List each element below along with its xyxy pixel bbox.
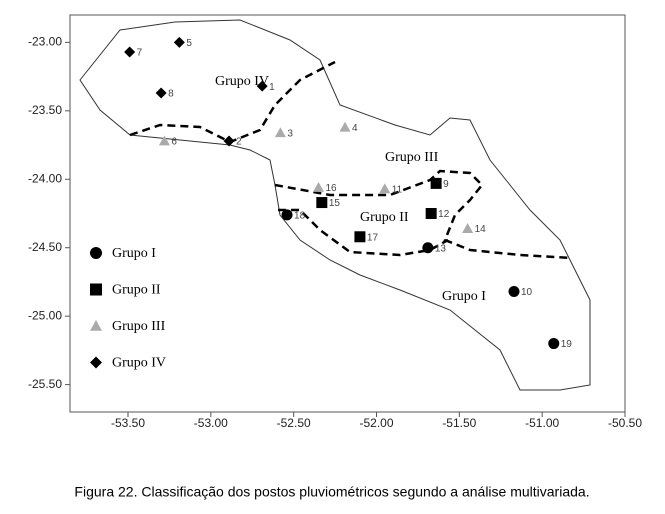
point-label: 15 [329,198,341,209]
point [223,135,235,147]
point [430,177,442,189]
plot-frame [69,14,626,413]
x-tick-label: -53.00 [194,416,228,430]
point [508,286,520,298]
point-label: 16 [326,183,338,194]
legend-marker [90,283,102,296]
x-tick-label: -51.50 [442,416,476,430]
basin-outline [79,19,591,391]
boundary-line [129,60,336,144]
point-label: 6 [171,137,177,148]
boundary-line [274,169,573,260]
y-tick-label: -24.00 [28,171,62,185]
x-tick-label: -51.00 [525,416,559,430]
point-label: 4 [352,123,358,134]
point-label: 12 [438,209,450,220]
legend-label: Grupo IV [112,356,166,371]
x-tick-label: -52.50 [277,416,311,430]
point [274,127,286,138]
point-label: 7 [137,48,143,59]
point-label: 13 [435,243,447,254]
x-tick-label: -52.00 [359,416,393,430]
legend-marker [90,356,102,369]
point [425,208,437,219]
point [281,209,293,221]
point [422,242,434,254]
y-tick-label: -24.50 [28,240,62,254]
point-label: 10 [521,287,533,298]
y-tick-label: -25.50 [28,377,62,391]
point [256,80,268,92]
point-label: 19 [561,339,573,350]
point-label: 2 [236,137,242,148]
point [462,223,474,233]
y-tick-label: -23.00 [28,35,62,49]
point [316,197,328,209]
point [548,338,560,350]
point [313,181,325,192]
legend-label: Grupo I [112,246,156,261]
point [354,231,366,243]
point-label: 5 [186,38,192,49]
caption: Figura 22. Classificação dos postos pluv… [74,484,589,500]
point [379,183,391,194]
region-label: Grupo II [360,210,409,225]
point [158,135,170,146]
point-label: 9 [443,179,449,190]
region-label: Grupo III [385,150,439,165]
legend-label: Grupo II [112,283,161,298]
point [339,121,351,132]
point-label: 17 [367,232,379,243]
region-label: Grupo I [442,289,486,304]
y-tick-label: -25.00 [28,308,62,322]
point-label: 1 [269,82,275,93]
point-label: 11 [392,184,403,195]
x-tick-label: -53.50 [111,416,145,430]
point [124,46,136,58]
region-label: Grupo IV [215,74,269,89]
legend-marker [90,247,102,259]
legend-marker [90,320,102,331]
point-label: 18 [294,211,306,222]
point-label: 14 [475,224,487,235]
legend-label: Grupo III [112,319,166,334]
point-label: 3 [287,128,293,139]
y-tick-label: -23.50 [28,103,62,117]
point-label: 8 [168,89,174,100]
point [173,36,185,48]
point [155,87,167,99]
x-tick-label: -50.50 [608,416,642,430]
